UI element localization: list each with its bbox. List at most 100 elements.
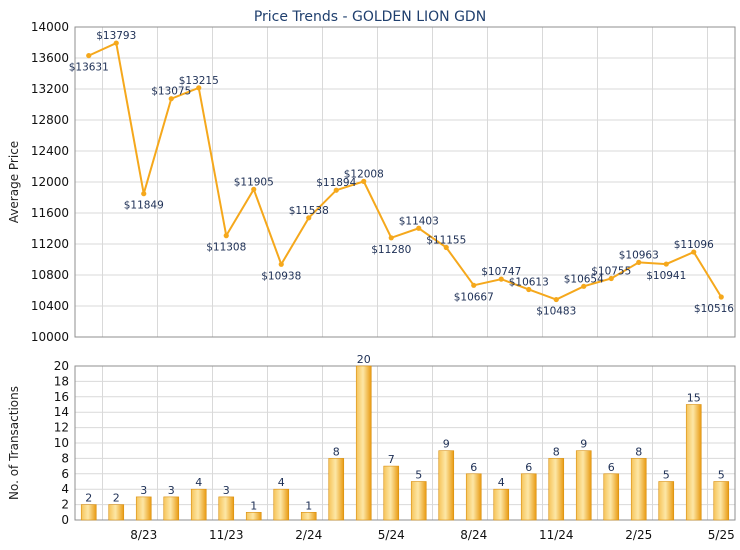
bar-value-label: 4: [498, 476, 505, 489]
price-point: [691, 249, 697, 255]
price-point: [251, 186, 257, 192]
bar-value-label: 15: [687, 392, 701, 405]
price-point: [223, 233, 229, 239]
y-tick-label: 8: [61, 451, 69, 465]
price-data-label: $10483: [536, 306, 576, 318]
y-tick-label: 4: [61, 482, 69, 496]
transaction-bar: [658, 481, 675, 521]
price-data-label: $11155: [426, 234, 466, 246]
transaction-bar: [383, 465, 400, 521]
transaction-bar: [465, 473, 482, 521]
y-tick-label: 12400: [31, 144, 69, 158]
x-tick-label: 2/24: [295, 528, 322, 542]
price-data-label: $10613: [509, 276, 549, 288]
x-tick-label: 5/24: [378, 528, 405, 542]
bar-value-label: 8: [635, 445, 642, 458]
price-point: [86, 52, 92, 59]
transaction-bar: [328, 458, 345, 521]
price-data-label: $11905: [234, 176, 274, 188]
bar-value-label: 9: [580, 438, 587, 451]
y-tick-label: 10800: [31, 268, 69, 282]
price-point: [168, 96, 174, 102]
bar-value-label: 5: [415, 469, 422, 482]
transaction-bar: [548, 458, 565, 521]
transaction-bar: [108, 504, 125, 521]
price-data-label: $13631: [69, 62, 109, 74]
x-tick-label: 2/25: [625, 528, 652, 542]
y-tick-label: 13600: [31, 51, 69, 65]
price-point: [333, 187, 339, 193]
price-point: [663, 261, 669, 267]
price-data-label: $10667: [454, 291, 494, 303]
bar-value-label: 4: [278, 476, 285, 489]
transaction-bar: [163, 496, 180, 521]
bar-value-label: 6: [608, 461, 615, 474]
y-tick-label: 14: [54, 405, 69, 419]
y-tick-label: 10000: [31, 330, 69, 344]
y-tick-label: 16: [54, 390, 69, 404]
y-tick-label: 10: [54, 436, 69, 450]
price-data-label: $11849: [124, 200, 164, 212]
price-data-label: $13793: [96, 30, 136, 42]
price-data-label: $11308: [206, 242, 246, 254]
y-tick-label: 0: [61, 513, 69, 527]
y-axis-title: Average Price: [7, 141, 21, 223]
y-tick-label: 13200: [31, 82, 69, 96]
x-tick-label: 11/24: [539, 528, 574, 542]
transaction-bar: [190, 488, 207, 521]
bar-value-label: 8: [333, 445, 340, 458]
transaction-bar: [603, 473, 620, 521]
y-tick-label: 11600: [31, 206, 69, 220]
price-data-label: $13215: [179, 75, 219, 87]
bar-value-label: 2: [113, 492, 120, 505]
price-point: [718, 294, 724, 300]
price-point: [306, 215, 312, 221]
price-point: [416, 225, 422, 231]
transaction-bar: [355, 365, 372, 521]
y-tick-label: 14000: [31, 20, 69, 34]
transaction-bar: [493, 488, 510, 521]
x-tick-label: 5/25: [708, 528, 735, 542]
transaction-bar: [410, 481, 427, 521]
price-point: [471, 282, 477, 288]
price-point: [553, 296, 559, 303]
bar-value-label: 3: [168, 484, 175, 497]
plot-frame: [74, 26, 736, 338]
bar-value-label: 5: [663, 469, 670, 482]
price-point: [443, 244, 449, 251]
transaction-bar: [713, 481, 730, 521]
y-tick-label: 11200: [31, 237, 69, 251]
price-data-label: $13075: [151, 86, 191, 98]
bar-value-label: 9: [443, 438, 450, 451]
price-point: [113, 40, 119, 46]
price-data-label: $11894: [316, 177, 356, 189]
transaction-bar: [218, 496, 235, 521]
y-tick-label: 10400: [31, 299, 69, 313]
y-tick-label: 18: [54, 374, 69, 388]
chart-title: Price Trends - GOLDEN LION GDN: [254, 9, 486, 25]
transaction-bar: [630, 458, 647, 521]
bar-value-label: 7: [388, 453, 395, 466]
transaction-bar: [135, 496, 152, 521]
y-tick-label: 6: [61, 467, 69, 481]
price-point: [636, 259, 642, 265]
x-tick-label: 11/23: [209, 528, 244, 542]
transaction-bar: [685, 404, 702, 521]
y-tick-label: 12800: [31, 113, 69, 127]
bar-value-label: 20: [357, 353, 371, 366]
bar-value-label: 6: [525, 461, 532, 474]
price-data-label: $10755: [591, 265, 631, 277]
bar-value-label: 1: [250, 499, 257, 512]
price-data-label: $10654: [564, 273, 604, 285]
transaction-bar: [273, 488, 290, 521]
price-data-label: $10516: [694, 303, 734, 315]
price-point: [498, 276, 504, 282]
price-data-label: $12008: [344, 168, 384, 180]
bar-value-label: 5: [718, 469, 725, 482]
price-line-chart: 10000 10400 10800 11200 11600 12000 12400 12800…: [7, 20, 736, 344]
price-data-label: $11538: [289, 205, 329, 217]
price-point: [141, 191, 147, 197]
x-tick-label: 8/24: [460, 528, 487, 542]
bar-value-label: 1: [305, 499, 312, 512]
